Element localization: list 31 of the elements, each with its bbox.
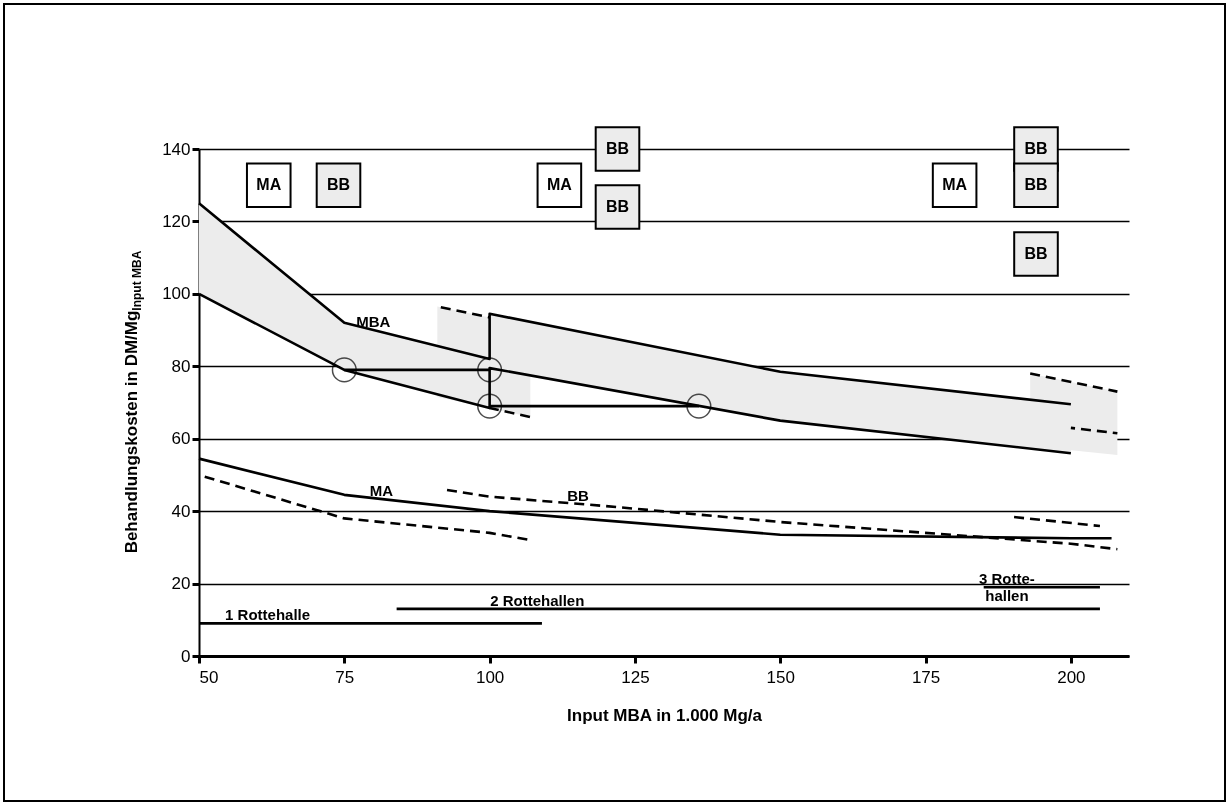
series-label: 3 Rotte- hallen xyxy=(979,570,1035,605)
x-tick-label: 125 xyxy=(621,667,650,687)
data-label: MA xyxy=(942,176,968,194)
y-tick-label: 0 xyxy=(181,646,191,666)
data-label: BB xyxy=(605,197,630,215)
series-label: BB xyxy=(567,486,589,504)
y-tick-label: 60 xyxy=(171,429,191,449)
x-tick-label: 100 xyxy=(475,667,505,687)
y-tick-label: 100 xyxy=(162,284,191,304)
data-label: MA xyxy=(546,176,573,194)
series-label: 1 Rottehalle xyxy=(225,606,311,624)
data-label: BB xyxy=(1024,245,1048,263)
x-tick-label: 200 xyxy=(1057,667,1086,687)
data-label: MA xyxy=(256,176,282,194)
y-tick-label: 80 xyxy=(171,356,191,376)
y-tick-label: 120 xyxy=(162,211,191,231)
x-axis-title: Input MBA in 1.000 Mg/a xyxy=(567,705,763,725)
x-tick-label: 150 xyxy=(766,667,795,687)
x-tick-label: 175 xyxy=(911,667,941,687)
y-tick-label: 140 xyxy=(162,139,191,159)
series-label: MA xyxy=(369,482,394,500)
data-label: BB xyxy=(605,140,630,157)
series-label: 2 Rottehallen xyxy=(490,591,585,609)
data-label: BB xyxy=(1024,176,1048,194)
data-label: BB xyxy=(326,176,351,194)
series-label: MBA xyxy=(356,313,391,331)
x-tick-label: 75 xyxy=(335,667,355,687)
x-tick-label: 50 xyxy=(199,667,219,687)
y-tick-label: 40 xyxy=(171,501,191,521)
y-tick-label: 20 xyxy=(171,574,191,594)
data-label: BB xyxy=(1024,140,1048,157)
